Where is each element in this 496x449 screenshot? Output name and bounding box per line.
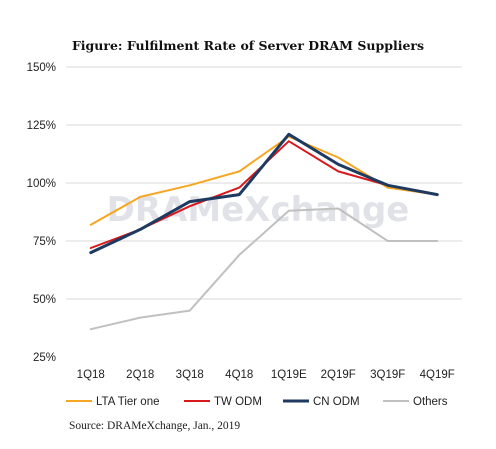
x-tick-label: 1Q19E xyxy=(271,369,307,381)
y-tick-label: 25% xyxy=(33,352,56,364)
legend: LTA Tier one TW ODM CN ODM Others xyxy=(66,396,448,408)
legend-label: CN ODM xyxy=(313,396,360,408)
series-line-cn-odm xyxy=(89,132,439,255)
legend-label: LTA Tier one xyxy=(96,396,160,408)
y-tick-label: 125% xyxy=(27,120,56,132)
series-line-others xyxy=(89,207,439,331)
y-axis-tick-labels: 25% 50% 75% 100% 125% 150% xyxy=(27,62,56,364)
x-axis-tick-labels: 1Q18 2Q18 3Q18 4Q18 1Q19E 2Q19F 3Q19F 4Q19F xyxy=(77,369,455,381)
x-tick-label: 4Q19F xyxy=(420,369,455,381)
x-tick-label: 2Q18 xyxy=(126,369,154,381)
chart-title: Figure: Fulfilment Rate of Server DRAM S… xyxy=(72,38,424,53)
x-tick-label: 4Q18 xyxy=(225,369,253,381)
y-tick-label: 150% xyxy=(27,62,56,74)
y-tick-label: 100% xyxy=(27,178,56,190)
x-tick-label: 3Q18 xyxy=(176,369,204,381)
x-tick-label: 2Q19F xyxy=(321,369,356,381)
legend-label: TW ODM xyxy=(214,396,262,408)
series-lines xyxy=(89,132,439,331)
source-note: Source: DRAMeXchange, Jan., 2019 xyxy=(69,420,240,432)
watermark-logo: DRAMeXchange xyxy=(107,190,410,230)
gridlines xyxy=(66,66,462,300)
x-tick-label: 3Q19F xyxy=(370,369,405,381)
x-tick-label: 1Q18 xyxy=(77,369,105,381)
y-tick-label: 75% xyxy=(33,236,56,248)
legend-label: Others xyxy=(413,396,448,408)
y-tick-label: 50% xyxy=(33,294,56,306)
